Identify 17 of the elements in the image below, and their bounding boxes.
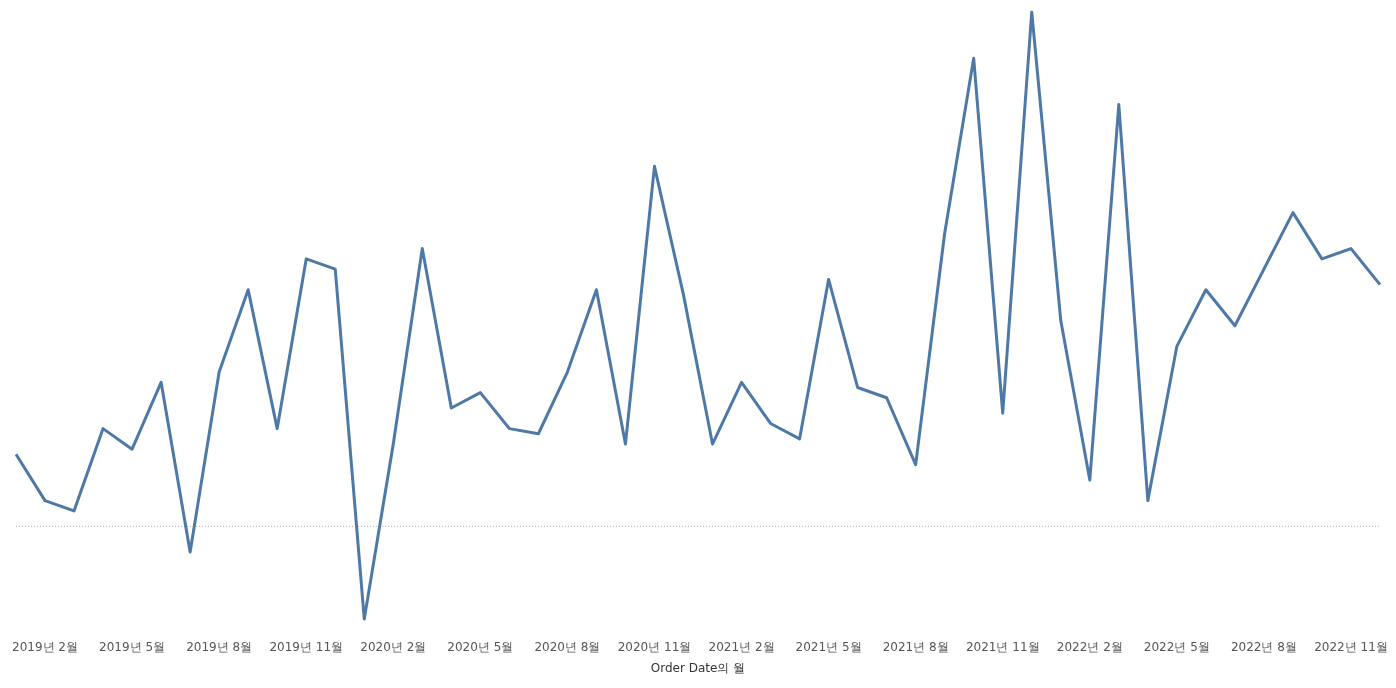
x-tick-label: 2022년 2월 [1056, 639, 1123, 654]
x-tick-label: 2019년 2월 [12, 639, 79, 654]
x-tick-label: 2019년 5월 [99, 639, 166, 654]
x-tick-label: 2019년 8월 [186, 639, 253, 654]
x-tick-label: 2021년 11월 [965, 639, 1040, 654]
x-tick-label: 2021년 2월 [708, 639, 775, 654]
x-axis-title: Order Date의 월 [650, 660, 746, 675]
x-tick-label: 2021년 5월 [795, 639, 862, 654]
x-tick-label: 2022년 5월 [1143, 639, 1210, 654]
x-tick-label: 2022년 11월 [1314, 639, 1388, 654]
x-tick-label: 2020년 8월 [534, 639, 601, 654]
x-tick-label: 2020년 2월 [360, 639, 427, 654]
x-tick-label: 2021년 8월 [882, 639, 949, 654]
x-tick-label: 2019년 11월 [269, 639, 344, 654]
x-tick-label: 2022년 8월 [1230, 639, 1297, 654]
x-tick-label: 2020년 11월 [617, 639, 692, 654]
x-tick-label: 2020년 5월 [447, 639, 514, 654]
